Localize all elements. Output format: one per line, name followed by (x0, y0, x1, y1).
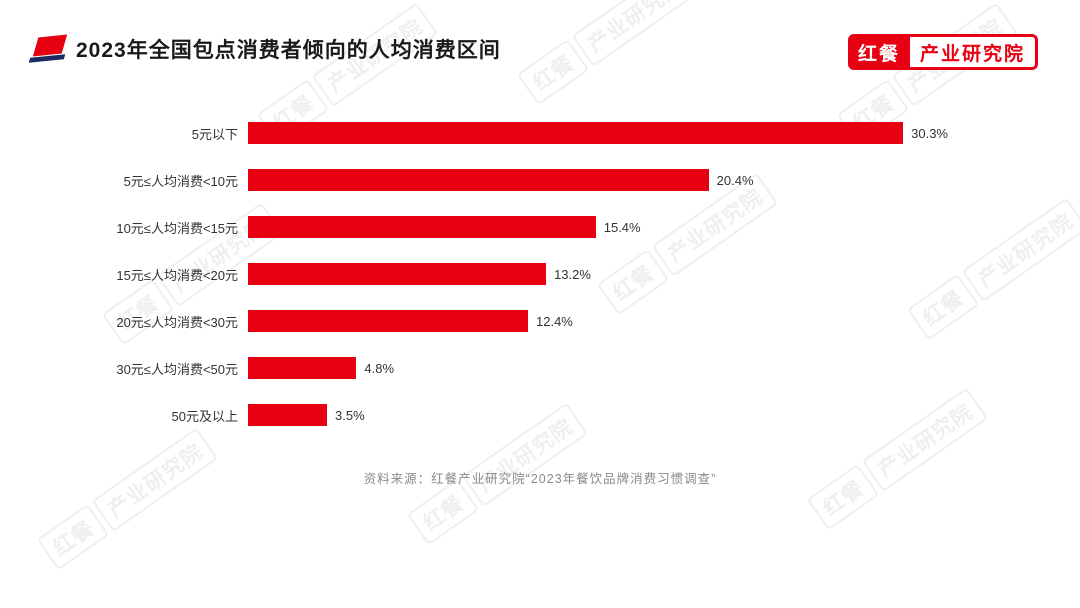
bar-label: 15元≤人均消费<20元 (116, 267, 238, 283)
bar (248, 404, 328, 426)
bar (248, 169, 709, 191)
bar-track: 13.2% (248, 263, 948, 285)
bar-label: 20元≤人均消费<30元 (116, 314, 238, 330)
bar-label: 30元≤人均消费<50元 (116, 361, 238, 377)
bar-value: 20.4% (716, 172, 754, 188)
watermark: 红餐产业研究院 (36, 427, 219, 571)
bar-track: 12.4% (248, 310, 948, 332)
logo-brand-text: 红餐 (847, 34, 910, 70)
bar-row: 20元≤人均消费<30元 12.4% (78, 310, 1080, 332)
bar-row: 50元及以上 3.5% (78, 404, 1080, 426)
bar (248, 216, 596, 238)
bar-value: 30.3% (911, 125, 948, 141)
bar-track: 4.8% (248, 357, 948, 379)
bar-value: 12.4% (536, 313, 573, 329)
bar-label: 10元≤人均消费<15元 (116, 220, 238, 236)
bar-rows: 5元以下 30.3% 5元≤人均消费<10元 20.4% 10元≤人均消费<15… (78, 122, 1080, 426)
bar (248, 357, 357, 379)
bar-track: 20.4% (248, 169, 948, 191)
bar-row: 5元≤人均消费<10元 20.4% (78, 169, 1080, 191)
source-note: 资料来源：红餐产业研究院“2023年餐饮品牌消费习惯调查” (363, 472, 717, 486)
bar (248, 310, 528, 332)
bar-track: 3.5% (248, 404, 948, 426)
title-block: 2023年全国包点消费者倾向的人均消费区间 (28, 34, 501, 64)
flag-red-shape (32, 34, 68, 57)
bar-label: 5元以下 (191, 126, 238, 142)
bar-row: 15元≤人均消费<20元 13.2% (78, 263, 1080, 285)
watermark-brand-text: 红餐 (406, 478, 480, 546)
bar-value: 3.5% (335, 407, 365, 423)
bar-chart: 5元以下 30.3% 5元≤人均消费<10元 20.4% 10元≤人均消费<15… (0, 122, 1080, 426)
bar-track: 30.3% (248, 122, 948, 144)
bar (248, 122, 904, 144)
bar-value: 15.4% (603, 219, 641, 235)
watermark-brand-text: 红餐 (36, 503, 110, 571)
bar-row: 5元以下 30.3% (78, 122, 1080, 144)
bar-track: 15.4% (248, 216, 948, 238)
brand-logo: 红餐 产业研究院 (847, 34, 1038, 70)
bar-value: 13.2% (554, 266, 591, 282)
logo-institute-text: 产业研究院 (909, 34, 1038, 70)
bar (248, 263, 547, 285)
bar-label: 5元≤人均消费<10元 (123, 173, 238, 189)
report-footer: 资料来源：红餐产业研究院“2023年餐饮品牌消费习惯调查” (0, 468, 1080, 487)
bar-label: 50元及以上 (171, 408, 238, 424)
page-title: 2023年全国包点消费者倾向的人均消费区间 (76, 39, 501, 62)
bar-value: 4.8% (364, 360, 395, 376)
bar-row: 30元≤人均消费<50元 4.8% (78, 357, 1080, 379)
title-flag-icon (28, 34, 68, 64)
report-header: 2023年全国包点消费者倾向的人均消费区间 红餐 产业研究院 (0, 0, 1080, 70)
bar-row: 10元≤人均消费<15元 15.4% (78, 216, 1080, 238)
